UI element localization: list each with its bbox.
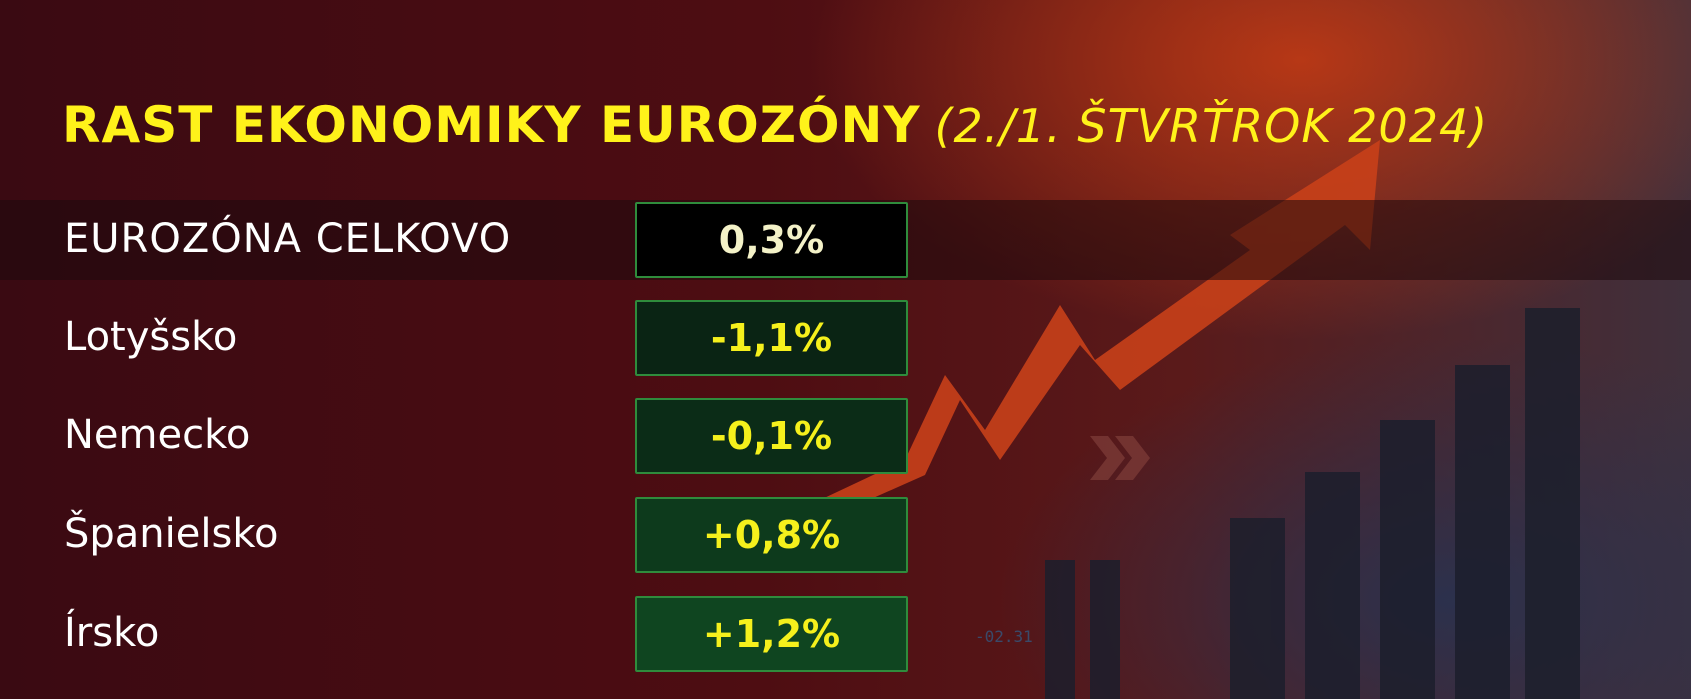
row-value-spain: +0,8% (635, 497, 908, 573)
row-label-spain: Španielsko (64, 511, 279, 557)
row-value-eurozone: 0,3% (635, 202, 908, 278)
background-bars (1045, 308, 1580, 699)
row-value-germany: -0,1% (635, 398, 908, 474)
title-sub: (2./1. ŠTVRŤROK 2024) (934, 99, 1489, 153)
page-title: RAST EKONOMIKY EUROZÓNY (2./1. ŠTVRŤROK 2… (62, 96, 1488, 154)
row-value-latvia: -1,1% (635, 300, 908, 376)
ticker-text: -02.31 (975, 627, 1033, 646)
row-label-eurozone: EUROZÓNA CELKOVO (64, 216, 512, 262)
row-label-germany: Nemecko (64, 412, 251, 458)
chevrons-icon (1090, 436, 1150, 480)
row-value-ireland: +1,2% (635, 596, 908, 672)
row-label-latvia: Lotyšsko (64, 314, 238, 360)
title-main: RAST EKONOMIKY EUROZÓNY (62, 96, 921, 154)
row-label-ireland: Írsko (64, 610, 160, 656)
